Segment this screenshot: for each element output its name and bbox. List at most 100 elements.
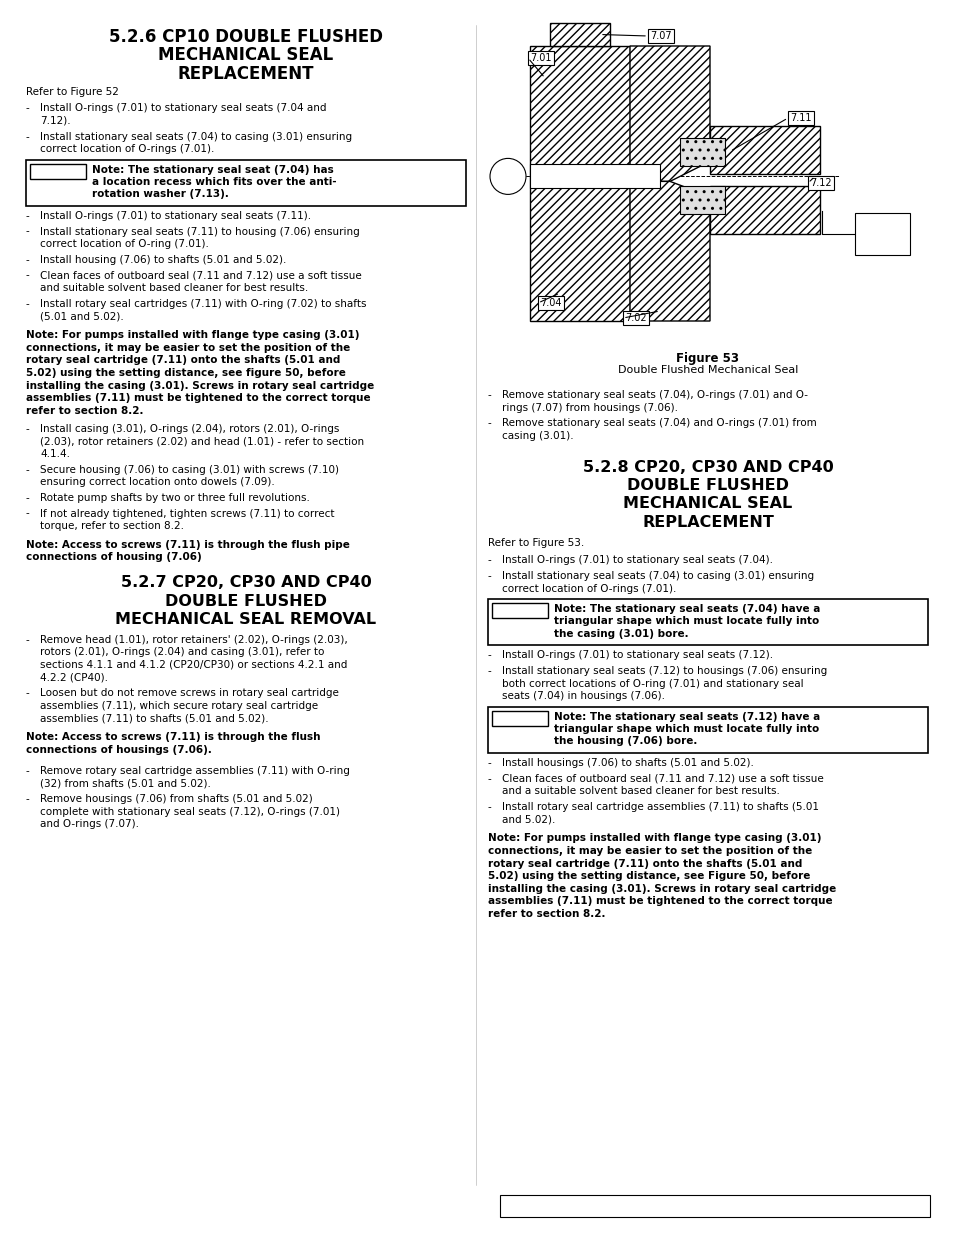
Text: -: - [488,666,491,676]
Text: rotary seal cartridge (7.11) onto the shafts (5.01 and: rotary seal cartridge (7.11) onto the sh… [26,356,340,366]
Text: -: - [26,688,30,698]
Text: 7.12).: 7.12). [40,116,71,126]
Text: -: - [26,270,30,280]
Bar [492,604,547,619]
Text: 5.2.6 CP10 DOUBLE FLUSHED: 5.2.6 CP10 DOUBLE FLUSHED [109,28,382,46]
Text: 5.02) using the setting distance, see Figure 50, before: 5.02) using the setting distance, see Fi… [488,871,809,882]
Text: a location recess which fits over the anti-: a location recess which fits over the an… [91,177,336,186]
Text: both correct locations of O-ring (7.01) and stationary seal: both correct locations of O-ring (7.01) … [501,679,802,689]
Text: assemblies (7.11) to shafts (5.01 and 5.02).: assemblies (7.11) to shafts (5.01 and 5.… [40,714,269,724]
Text: Secure housing (7.06) to casing (3.01) with screws (7.10): Secure housing (7.06) to casing (3.01) w… [40,464,338,474]
Text: Install casing (3.01), O-rings (2.04), rotors (2.01), O-rings: Install casing (3.01), O-rings (2.04), r… [40,424,339,433]
Text: WARNING: WARNING [495,605,544,614]
Text: -: - [26,299,30,309]
Bar [530,164,659,189]
Text: 4.2.2 (CP40).: 4.2.2 (CP40). [40,673,108,683]
Text: 7.12: 7.12 [809,178,831,188]
Text: the housing (7.06) bore.: the housing (7.06) bore. [554,736,697,746]
Bar [709,186,820,235]
Bar [499,1195,929,1216]
Text: (32) from shafts (5.01 and 5.02).: (32) from shafts (5.01 and 5.02). [40,778,211,788]
Text: Clean faces of outboard seal (7.11 and 7.12) use a soft tissue: Clean faces of outboard seal (7.11 and 7… [40,270,361,280]
Text: 7.02: 7.02 [624,312,646,324]
Text: and 5.02).: and 5.02). [501,815,555,825]
Text: Figure 53: Figure 53 [676,352,739,366]
Text: connections of housing (7.06): connections of housing (7.06) [26,552,201,562]
Text: DOUBLE FLUSHED: DOUBLE FLUSHED [626,478,788,493]
Bar [488,706,927,753]
Text: -: - [26,254,30,264]
Text: -: - [26,493,30,503]
Text: If not already tightened, tighten screws (7.11) to correct: If not already tightened, tighten screws… [40,509,335,519]
Text: -: - [26,424,30,433]
Text: 5.2.7 CP20, CP30 AND CP40: 5.2.7 CP20, CP30 AND CP40 [120,576,371,590]
Text: Install O-rings (7.01) to stationary seal seats (7.12).: Install O-rings (7.01) to stationary sea… [501,651,772,661]
Text: Loosen but do not remove screws in rotary seal cartridge: Loosen but do not remove screws in rotar… [40,688,338,698]
Text: Clean faces of outboard seal (7.11 and 7.12) use a soft tissue: Clean faces of outboard seal (7.11 and 7… [501,773,822,784]
Text: Install stationary seal seats (7.12) to housings (7.06) ensuring: Install stationary seal seats (7.12) to … [501,666,826,676]
Circle shape [490,158,525,194]
Bar [530,46,629,321]
Text: (2.03), rotor retainers (2.02) and head (1.01) - refer to section: (2.03), rotor retainers (2.02) and head … [40,436,364,446]
Polygon shape [629,182,709,321]
Text: and suitable solvent based cleaner for best results.: and suitable solvent based cleaner for b… [40,283,308,293]
Text: REPLACEMENT: REPLACEMENT [641,515,773,530]
Text: correct location of O-rings (7.01).: correct location of O-rings (7.01). [40,144,214,154]
Text: Refer to Figure 52: Refer to Figure 52 [26,88,119,98]
Text: rotary seal cartridge (7.11) onto the shafts (5.01 and: rotary seal cartridge (7.11) onto the sh… [488,858,801,868]
Text: 7.11: 7.11 [789,112,811,124]
Bar [492,711,547,726]
Text: assemblies (7.11) must be tightened to the correct torque: assemblies (7.11) must be tightened to t… [26,394,370,404]
Bar [854,212,909,254]
Text: connections, it may be easier to set the position of the: connections, it may be easier to set the… [488,846,811,856]
Text: WARNING: WARNING [495,713,544,722]
Text: and a suitable solvent based cleaner for best results.: and a suitable solvent based cleaner for… [501,787,779,797]
Text: Note: For pumps installed with flange type casing (3.01): Note: For pumps installed with flange ty… [488,834,821,844]
Text: connections, it may be easier to set the position of the: connections, it may be easier to set the… [26,343,350,353]
Text: installing the casing (3.01). Screws in rotary seal cartridge: installing the casing (3.01). Screws in … [26,380,374,390]
Text: rotors (2.01), O-rings (2.04) and casing (3.01), refer to: rotors (2.01), O-rings (2.04) and casing… [40,647,324,657]
Text: 5.2.8 CP20, CP30 AND CP40: 5.2.8 CP20, CP30 AND CP40 [582,459,833,474]
Text: ensuring correct location onto dowels (7.09).: ensuring correct location onto dowels (7… [40,477,274,488]
Text: Double Flushed Mechanical Seal: Double Flushed Mechanical Seal [618,366,798,375]
Text: REPLACEMENT: REPLACEMENT [177,64,314,83]
Text: -: - [488,758,491,768]
Text: DOUBLE FLUSHED: DOUBLE FLUSHED [165,594,327,609]
Text: MECHANICAL SEAL: MECHANICAL SEAL [622,496,792,511]
Text: rings (7.07) from housings (7.06).: rings (7.07) from housings (7.06). [501,403,678,412]
Text: -: - [488,651,491,661]
Text: triangular shape which must locate fully into: triangular shape which must locate fully… [554,724,819,734]
Text: 7.09: 7.09 [859,233,881,245]
Text: -: - [488,571,491,582]
Text: assemblies (7.11) must be tightened to the correct torque: assemblies (7.11) must be tightened to t… [488,897,832,906]
Bar [488,599,927,646]
Text: MECHANICAL SEAL: MECHANICAL SEAL [158,47,334,64]
Bar [709,126,820,174]
Text: Install stationary seal seats (7.04) to casing (3.01) ensuring: Install stationary seal seats (7.04) to … [40,132,352,142]
Text: Remove head (1.01), rotor retainers' (2.02), O-rings (2.03),: Remove head (1.01), rotor retainers' (2.… [40,635,348,645]
Text: connections of housings (7.06).: connections of housings (7.06). [26,745,212,755]
Text: -: - [488,802,491,811]
Text: Rotate pump shafts by two or three full revolutions.: Rotate pump shafts by two or three full … [40,493,310,503]
Text: (5.01 and 5.02).: (5.01 and 5.02). [40,311,124,321]
Text: seats (7.04) in housings (7.06).: seats (7.04) in housings (7.06). [501,692,664,701]
Text: -: - [26,104,30,114]
Text: Note: The stationary seal seats (7.04) have a: Note: The stationary seal seats (7.04) h… [554,604,820,614]
Text: -: - [488,773,491,784]
Text: Install stationary seal seats (7.11) to housing (7.06) ensuring: Install stationary seal seats (7.11) to … [40,226,359,237]
Text: -: - [26,132,30,142]
Text: -: - [488,390,491,400]
Text: Install stationary seal seats (7.04) to casing (3.01) ensuring: Install stationary seal seats (7.04) to … [501,571,813,582]
Text: Remove stationary seal seats (7.04) and O-rings (7.01) from: Remove stationary seal seats (7.04) and … [501,419,816,429]
Text: Remove rotary seal cartridge assemblies (7.11) with O-ring: Remove rotary seal cartridge assemblies … [40,766,350,776]
Text: correct location of O-ring (7.01).: correct location of O-ring (7.01). [40,240,209,249]
Text: correct location of O-rings (7.01).: correct location of O-rings (7.01). [501,584,676,594]
Text: 7.10: 7.10 [859,248,881,258]
Text: 7.06: 7.06 [859,220,881,230]
Text: and O-rings (7.07).: and O-rings (7.07). [40,819,139,829]
Text: 4.1.4.: 4.1.4. [40,450,70,459]
Text: Note: Access to screws (7.11) is through the flush: Note: Access to screws (7.11) is through… [26,732,320,742]
Text: complete with stationary seal seats (7.12), O-rings (7.01): complete with stationary seal seats (7.1… [40,806,339,816]
Text: Remove stationary seal seats (7.04), O-rings (7.01) and O-: Remove stationary seal seats (7.04), O-r… [501,390,807,400]
Text: -: - [26,226,30,237]
